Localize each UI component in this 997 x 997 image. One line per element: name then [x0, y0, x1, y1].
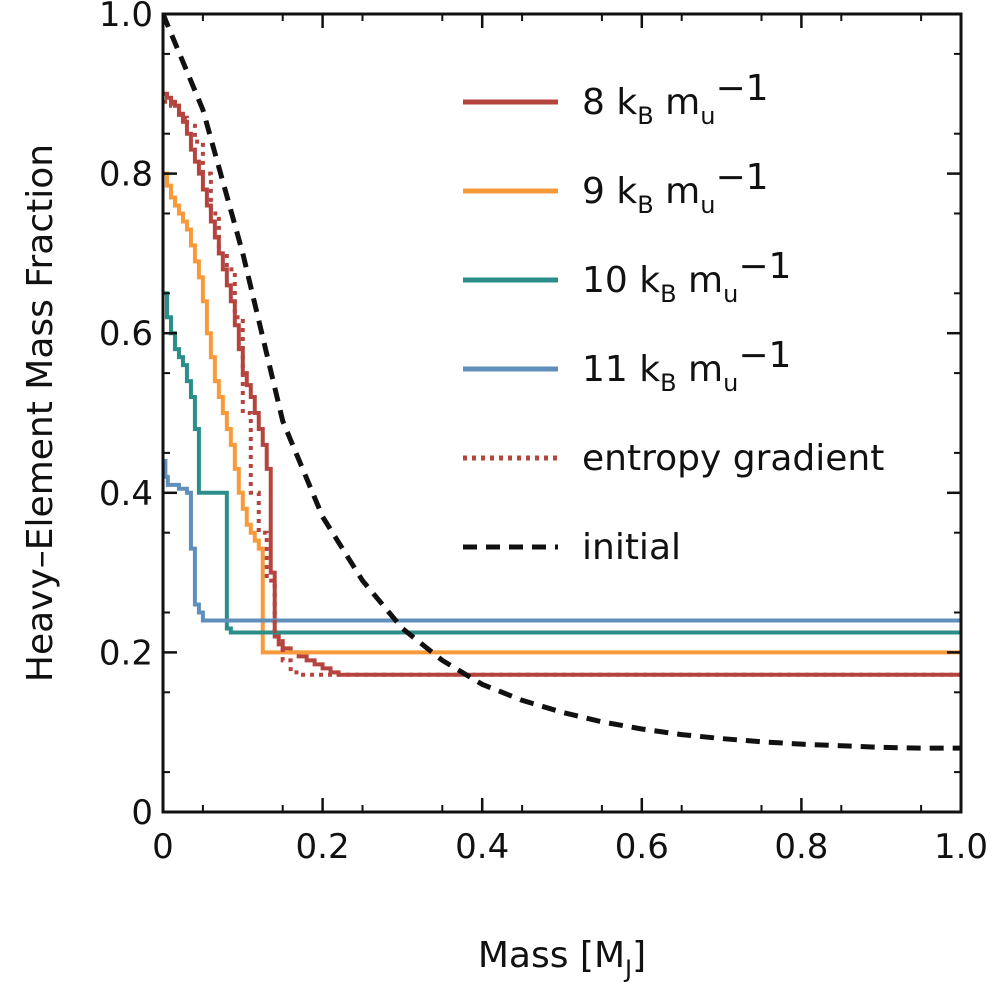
y-tick-label: 0.6 — [99, 314, 153, 354]
y-tick-label: 0.8 — [99, 155, 153, 195]
series-line-3 — [163, 458, 961, 623]
y-tick-label: 0.2 — [99, 633, 153, 673]
series-layer — [163, 14, 961, 751]
x-tick-label: 1.0 — [934, 827, 988, 867]
x-tick-label: 0.2 — [296, 827, 350, 867]
x-tick-label: 0.6 — [615, 827, 669, 867]
y-axis-title: Heavy–Element Mass Fraction — [20, 144, 61, 682]
plot-frame — [161, 12, 963, 814]
legend-label-0: 8 kB mu−1 — [582, 68, 769, 130]
legend-label-3: 11 kB mu−1 — [582, 335, 791, 397]
series-line-5 — [163, 14, 961, 751]
tick-labels-layer: 0 0.2 0.4 0.6 0.8 1.0 0 0.2 0.4 0.6 0.8 1.0 — [99, 0, 988, 867]
series-line-0 — [163, 91, 961, 677]
x-axis-title: Mass [MJ] — [478, 935, 646, 983]
ticks-layer — [161, 12, 963, 814]
legend-label-5: initial — [582, 527, 681, 568]
y-tick-label: 0.4 — [99, 474, 153, 514]
series-line-4 — [163, 99, 961, 677]
legend: 8 kB mu−1 9 kB mu−1 10 kB mu−1 11 kB mu−1 en… — [463, 68, 884, 568]
legend-label-2: 10 kB mu−1 — [582, 246, 791, 308]
x-tick-label: 0 — [152, 827, 174, 867]
series-line-1 — [163, 171, 961, 655]
legend-label-1: 9 kB mu−1 — [582, 157, 769, 219]
legend-label-4: entropy gradient — [582, 438, 884, 479]
y-tick-label: 0 — [131, 793, 153, 833]
x-tick-label: 0.4 — [455, 827, 509, 867]
x-tick-label: 0.8 — [774, 827, 828, 867]
series-line-2 — [163, 291, 961, 635]
y-tick-label: 1.0 — [99, 0, 153, 35]
